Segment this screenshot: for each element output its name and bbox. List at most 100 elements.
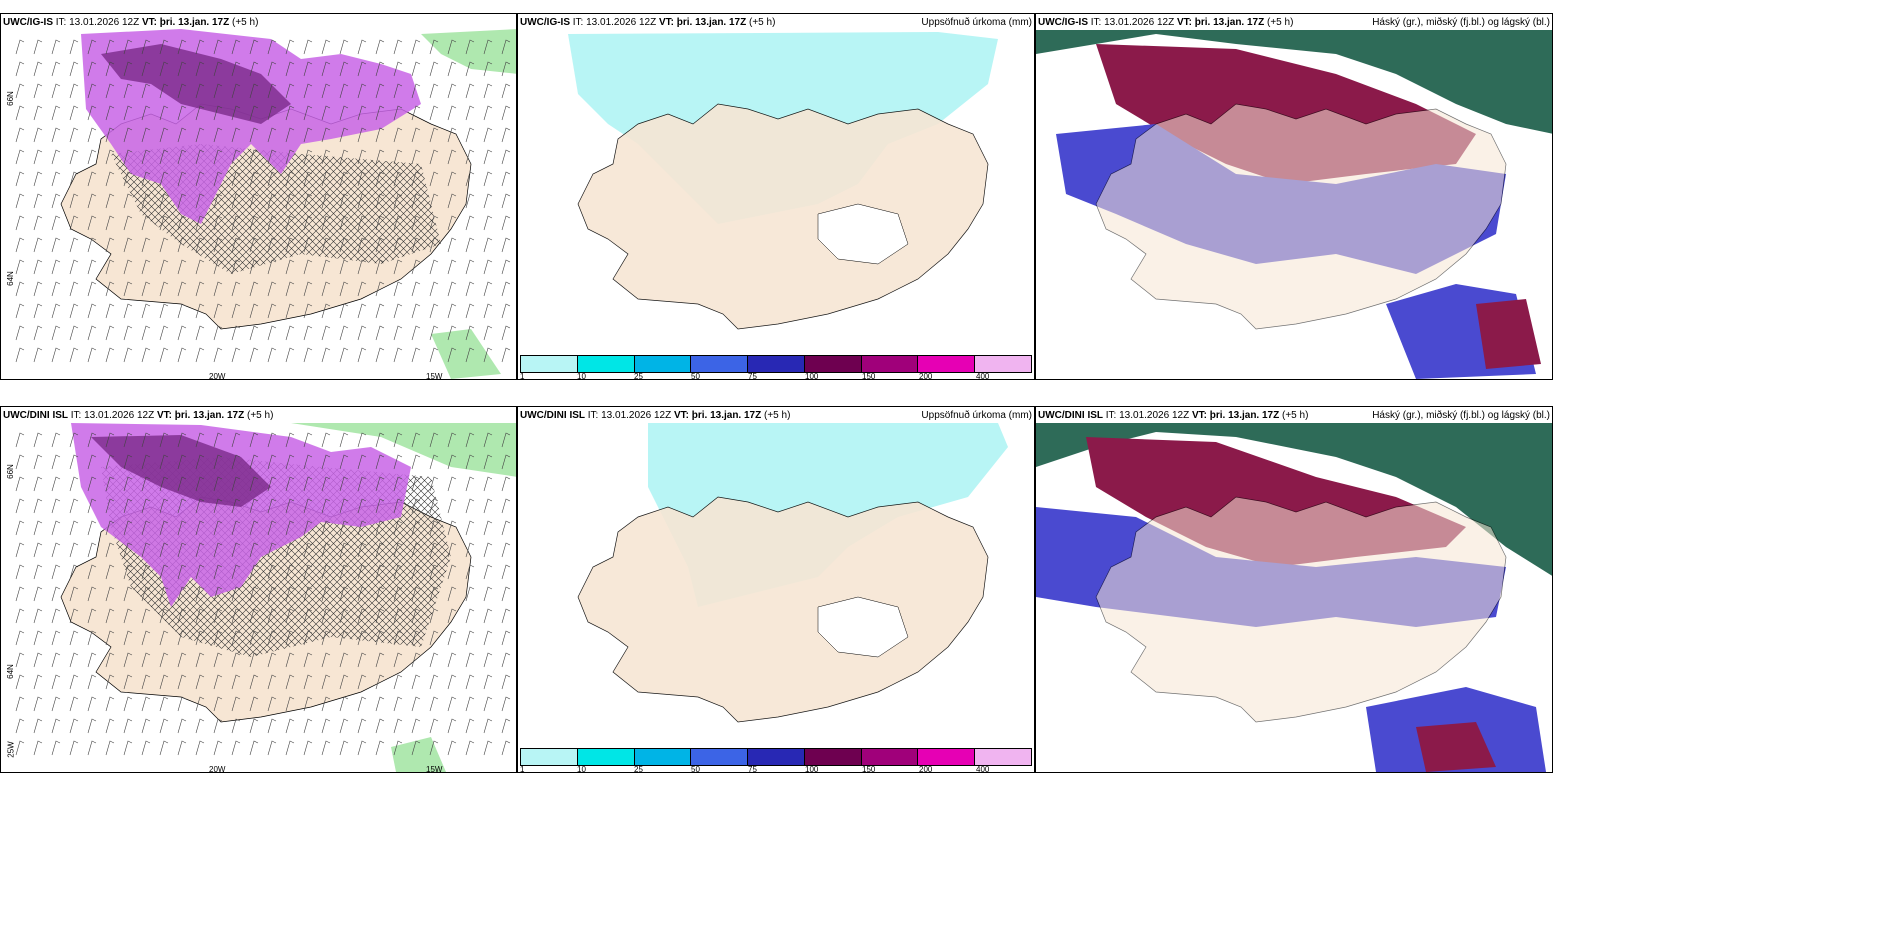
wind-barb — [285, 630, 295, 646]
wind-barb — [15, 193, 25, 209]
wind-barb — [501, 696, 511, 712]
wind-barb — [447, 347, 457, 363]
wind-barb — [87, 61, 97, 77]
wind-barb — [69, 652, 79, 668]
wind-barb — [87, 105, 97, 121]
wind-barb — [195, 347, 205, 363]
wind-barb — [69, 325, 79, 341]
wind-barb — [501, 281, 511, 297]
wind-barb — [159, 432, 169, 448]
wind-barb — [447, 259, 457, 275]
wind-barb — [501, 149, 511, 165]
wind-barb — [447, 498, 457, 514]
wind-barb — [375, 281, 385, 297]
wind-barb — [195, 520, 205, 536]
wind-barb — [321, 259, 331, 275]
wind-barb — [69, 608, 79, 624]
wind-barb — [339, 171, 349, 187]
wind-barb — [429, 608, 439, 624]
wind-barb — [501, 259, 511, 275]
wind-barb — [159, 674, 169, 690]
wind-barb — [141, 237, 151, 253]
precip-map — [568, 32, 998, 330]
lon-label: 15W — [426, 765, 443, 773]
wind-barb — [123, 281, 133, 297]
wind-barb — [321, 454, 331, 470]
wind-barb — [339, 740, 349, 756]
wind-barb — [267, 608, 277, 624]
wind-barb — [195, 718, 205, 734]
wind-barb — [141, 215, 151, 231]
wind-barb — [285, 498, 295, 514]
wind-barb — [123, 105, 133, 121]
wind-barb — [249, 347, 259, 363]
wind-barb — [357, 325, 367, 341]
wind-barb — [393, 215, 403, 231]
wind-barb — [375, 105, 385, 121]
colorbar — [520, 748, 1032, 766]
wind-barb — [483, 259, 493, 275]
wind-barb — [213, 432, 223, 448]
wind-barb — [33, 454, 43, 470]
wind-barb — [447, 83, 457, 99]
wind-barb — [87, 325, 97, 341]
glacier-white — [817, 203, 909, 265]
iceland-land — [1095, 103, 1507, 330]
wind-barb — [213, 476, 223, 492]
wind-barb — [465, 237, 475, 253]
wind-barb — [285, 718, 295, 734]
wind-barb — [465, 542, 475, 558]
wind-barb — [267, 39, 277, 55]
wind-barb — [177, 325, 187, 341]
wind-barb — [339, 542, 349, 558]
wind-barb — [15, 215, 25, 231]
wind-barb — [33, 718, 43, 734]
wind-barb — [231, 696, 241, 712]
wind-barb — [465, 586, 475, 602]
wind-barb — [285, 564, 295, 580]
wind-barb — [213, 498, 223, 514]
wind-barb — [177, 259, 187, 275]
wind-barb — [249, 652, 259, 668]
wind-barb — [159, 608, 169, 624]
wind-barb — [267, 476, 277, 492]
wind-barb — [213, 564, 223, 580]
cloud-high — [1036, 423, 1552, 576]
wind-barb — [15, 520, 25, 536]
wind-barb — [339, 432, 349, 448]
wind-barb — [141, 127, 151, 143]
wind-barb — [429, 259, 439, 275]
wind-barb — [123, 498, 133, 514]
wind-barb — [465, 127, 475, 143]
wind-barb — [33, 432, 43, 448]
colorbar-tick: 10 — [577, 372, 586, 380]
lat-label: 64N — [5, 271, 15, 286]
lon-label: 25W — [6, 741, 16, 758]
wind-barb — [123, 347, 133, 363]
wind-barb — [141, 740, 151, 756]
wind-barb — [375, 149, 385, 165]
wind-barb — [123, 149, 133, 165]
wind-barb — [177, 281, 187, 297]
wind-barb — [447, 674, 457, 690]
wind-barb — [285, 171, 295, 187]
wind-barb — [321, 303, 331, 319]
wind-barb — [33, 61, 43, 77]
wind-barb — [357, 259, 367, 275]
wind-barb — [447, 630, 457, 646]
wind-barb — [33, 127, 43, 143]
wind-barb — [33, 105, 43, 121]
wind-barb — [393, 674, 403, 690]
wind-barb — [447, 696, 457, 712]
wind-barb — [231, 476, 241, 492]
wind-barb — [321, 325, 331, 341]
green-area — [291, 423, 516, 477]
wind-barb — [87, 520, 97, 536]
wind-barb — [429, 674, 439, 690]
green-area-2 — [391, 737, 446, 772]
wind-barb — [177, 83, 187, 99]
wind-barb — [123, 696, 133, 712]
panel-header: UWC/DINI ISL IT: 13.01.2026 12Z VT: þri.… — [3, 410, 274, 421]
wind-barb — [339, 630, 349, 646]
wind-barb — [177, 347, 187, 363]
